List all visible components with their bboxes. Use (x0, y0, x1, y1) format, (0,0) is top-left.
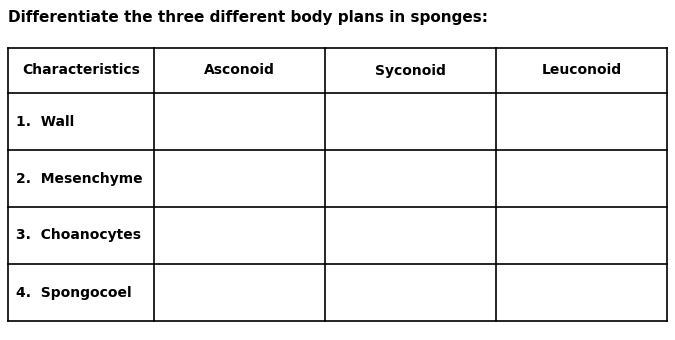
Text: Characteristics: Characteristics (22, 64, 140, 78)
Text: 4.  Spongocoel: 4. Spongocoel (16, 286, 132, 300)
Text: Syconoid: Syconoid (375, 64, 446, 78)
Text: 2.  Mesenchyme: 2. Mesenchyme (16, 171, 142, 186)
Text: 1.  Wall: 1. Wall (16, 115, 74, 129)
Text: Differentiate the three different body plans in sponges:: Differentiate the three different body p… (8, 10, 488, 25)
Text: Asconoid: Asconoid (205, 64, 275, 78)
Text: Leuconoid: Leuconoid (541, 64, 622, 78)
Text: 3.  Choanocytes: 3. Choanocytes (16, 228, 141, 242)
